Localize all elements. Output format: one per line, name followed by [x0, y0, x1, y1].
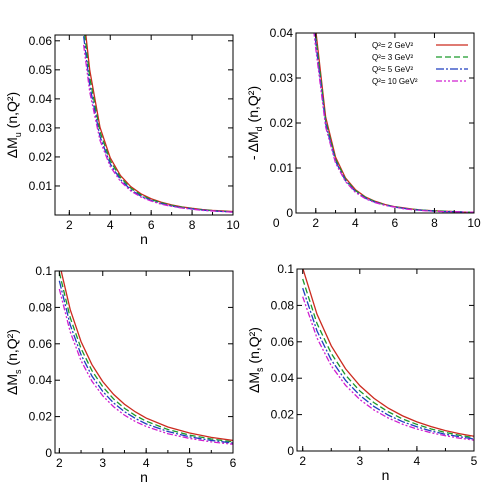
- x-axis-label: n: [140, 469, 148, 482]
- x-tick-label: 10: [467, 216, 481, 230]
- plot-frame: [296, 268, 475, 452]
- y-tick-label: 0.02: [270, 116, 294, 130]
- x-tick-label: 10: [226, 218, 240, 232]
- y-tick-label: 0.06: [29, 34, 53, 48]
- x-tick-label: 2: [66, 218, 73, 232]
- series-line-4: [82, 44, 233, 213]
- x-tick-label: 4: [352, 216, 359, 230]
- panel-3: 2 3 4 5 6 0 0.02 0.04 0.06 0.08 0.1 n ΔMs (n,Q²): [4, 264, 237, 482]
- x-tick-label: 4: [414, 454, 421, 468]
- panel-2: 0 2 4 6 8 10 0 0.01 0.02 0.03 0.04 - ΔMd (n,Q²): [245, 26, 481, 230]
- y-tick-label: 0.1: [277, 262, 294, 276]
- x-tick-label: 8: [431, 216, 438, 230]
- x-tick-label: 2: [56, 456, 63, 470]
- x-axis-label: n: [140, 231, 148, 247]
- y-tick-label: 0.04: [29, 92, 53, 106]
- y-tick-label: 0.06: [271, 335, 295, 349]
- panel-1: 2 4 6 8 10 0.01 0.02 0.03 0.04 0.05 0.06 n ΔMu (n,Q²…: [4, 34, 240, 247]
- x-tick-label: 8: [189, 218, 196, 232]
- x-axis-label: n: [382, 467, 390, 482]
- series-line-4: [302, 296, 474, 441]
- y-tick-label: 0.02: [271, 408, 295, 422]
- series-line-4: [313, 33, 474, 213]
- y-tick-label: 0.08: [271, 298, 295, 312]
- legend-label: Q²= 3 GeV²: [372, 53, 413, 62]
- y-tick-label: 0.01: [270, 161, 294, 175]
- series-line-1: [85, 35, 233, 213]
- x-tick-label: 2: [312, 216, 319, 230]
- x-tick-label: 5: [471, 454, 478, 468]
- x-tick-label: 6: [148, 218, 155, 232]
- y-tick-label: 0.08: [29, 300, 53, 314]
- y-tick-label: 0.1: [35, 264, 52, 278]
- series-line-2: [58, 272, 233, 443]
- y-axis-label: ΔMu (n,Q²): [4, 92, 23, 158]
- x-tick-label: 3: [356, 454, 363, 468]
- y-tick-label: 0.03: [29, 121, 53, 135]
- legend-label: Q²= 2 GeV²: [372, 41, 413, 50]
- legend: Q²= 2 GeV² Q²= 3 GeV² Q²= 5 GeV² Q²= 10 GeV…: [372, 41, 468, 86]
- y-axis-label: ΔMs (n,Q²): [4, 329, 23, 395]
- x-tick-label: 4: [143, 456, 150, 470]
- y-tick-label: 0.02: [29, 150, 53, 164]
- x-tick-label: 5: [186, 456, 193, 470]
- series-line-1: [302, 269, 474, 437]
- y-tick-label: 0: [287, 444, 294, 458]
- y-tick-label: 0.04: [271, 371, 295, 385]
- x-tick-label: 4: [107, 218, 114, 232]
- x-tick-label: 3: [99, 456, 106, 470]
- y-tick-label: 0.03: [270, 71, 294, 85]
- x-tick-label: 6: [392, 216, 399, 230]
- x-tick-label: 6: [230, 456, 237, 470]
- y-tick-label: 0.05: [29, 63, 53, 77]
- y-axis-label: - ΔMd (n,Q²): [245, 86, 264, 160]
- series-line-3: [58, 280, 233, 444]
- legend-label: Q²= 5 GeV²: [372, 65, 413, 74]
- y-tick-label: 0.04: [29, 373, 53, 387]
- panel-4: 2 3 4 5 0 0.02 0.04 0.06 0.08 0.1 n ΔMs̄ (n,Q²): [246, 262, 478, 482]
- series-line-3: [82, 36, 233, 213]
- y-tick-label: 0.01: [29, 179, 53, 193]
- y-axis-label: ΔMs̄ (n,Q²): [246, 327, 265, 393]
- plot-frame: [54, 34, 234, 216]
- y-tick-label: 0: [45, 446, 52, 460]
- y-tick-label: 0.02: [29, 410, 53, 424]
- y-tick-label: 0: [286, 206, 293, 220]
- y-tick-label: 0.04: [270, 26, 294, 40]
- x-tick-label: 0: [273, 216, 280, 230]
- series-line-4: [58, 288, 233, 445]
- y-tick-label: 0.06: [29, 337, 53, 351]
- plot-frame: [54, 270, 234, 454]
- series-line-3: [302, 287, 474, 440]
- series-line-2: [302, 278, 474, 439]
- series-line-1: [60, 271, 233, 442]
- series-line-2: [84, 35, 233, 213]
- legend-label: Q²= 10 GeV²: [372, 77, 418, 86]
- x-tick-label: 2: [299, 454, 306, 468]
